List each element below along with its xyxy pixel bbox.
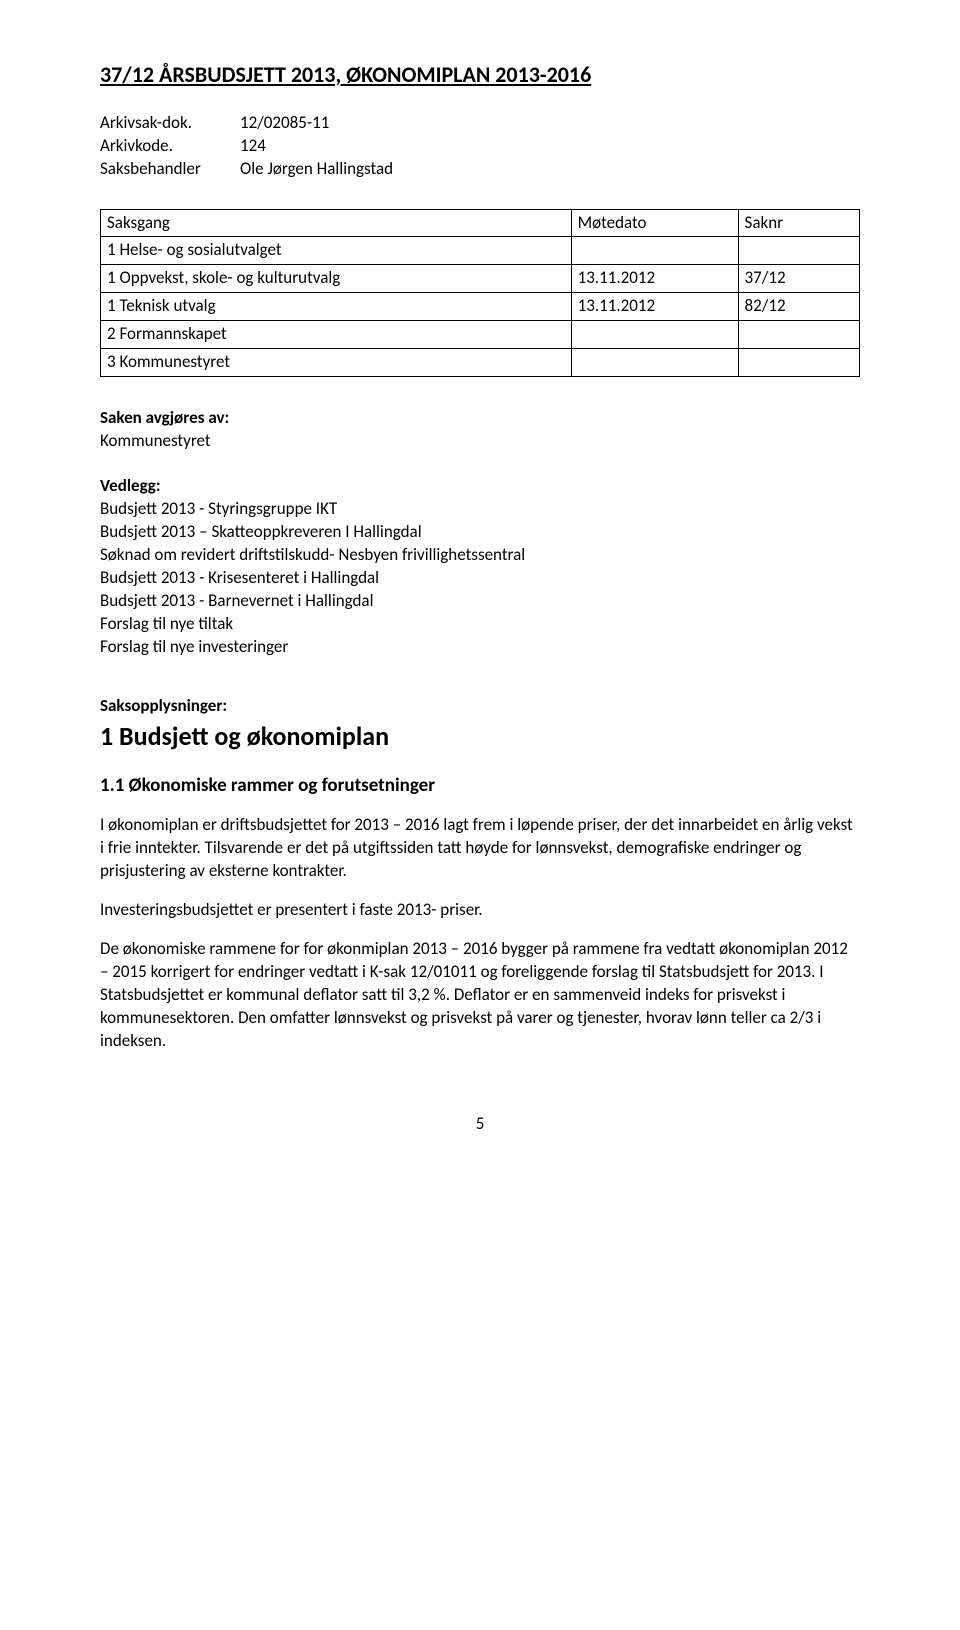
vedlegg-heading: Vedlegg: [100, 475, 860, 498]
table-row: 1 Helse- og sosialutvalget [101, 237, 860, 265]
table-cell [738, 321, 859, 349]
vedlegg-block: Vedlegg: Budsjett 2013 - Styringsgruppe … [100, 475, 860, 659]
paragraph: I økonomiplan er driftsbudsjettet for 20… [100, 814, 860, 883]
table-cell: 1 Helse- og sosialutvalget [101, 237, 572, 265]
table-cell [738, 349, 859, 377]
arkivkode-line: Arkivkode. 124 [100, 135, 860, 158]
vedlegg-item: Søknad om revidert driftstilskudd- Nesby… [100, 544, 860, 567]
page-number: 5 [100, 1113, 860, 1136]
vedlegg-list: Budsjett 2013 - Styringsgruppe IKTBudsje… [100, 498, 860, 659]
table-cell [738, 237, 859, 265]
saksbehandler-label: Saksbehandler [100, 158, 240, 181]
table-cell: 3 Kommunestyret [101, 349, 572, 377]
table-header-row: Saksgang Møtedato Saknr [101, 209, 860, 237]
vedlegg-item: Forslag til nye tiltak [100, 613, 860, 636]
table-cell: 13.11.2012 [571, 265, 738, 293]
table-cell: 82/12 [738, 293, 859, 321]
table-row: 2 Formannskapet [101, 321, 860, 349]
vedlegg-item: Budsjett 2013 - Styringsgruppe IKT [100, 498, 860, 521]
meta-block: Arkivsak-dok. 12/02085-11 Arkivkode. 124… [100, 112, 860, 181]
saksopplysninger-label: Saksopplysninger: [100, 695, 860, 718]
vedlegg-item: Budsjett 2013 - Barnevernet i Hallingdal [100, 590, 860, 613]
th-saksgang: Saksgang [101, 209, 572, 237]
vedlegg-item: Budsjett 2013 - Krisesenteret i Hallingd… [100, 567, 860, 590]
table-row: 1 Oppvekst, skole- og kulturutvalg13.11.… [101, 265, 860, 293]
table-cell: 1 Teknisk utvalg [101, 293, 572, 321]
table-row: 3 Kommunestyret [101, 349, 860, 377]
arkivsak-value: 12/02085-11 [240, 112, 860, 135]
saken-block: Saken avgjøres av: Kommunestyret [100, 407, 860, 453]
table-cell: 37/12 [738, 265, 859, 293]
arkivkode-label: Arkivkode. [100, 135, 240, 158]
table-cell [571, 237, 738, 265]
budsjett-heading: 1 Budsjett og økonomiplan [100, 719, 860, 754]
table-cell: 1 Oppvekst, skole- og kulturutvalg [101, 265, 572, 293]
paragraph: Investeringsbudsjettet er presentert i f… [100, 899, 860, 922]
vedlegg-item: Forslag til nye investeringer [100, 636, 860, 659]
saksopplysninger-block: Saksopplysninger: 1 Budsjett og økonomip… [100, 695, 860, 1053]
arkivkode-value: 124 [240, 135, 860, 158]
th-saknr: Saknr [738, 209, 859, 237]
table-body: 1 Helse- og sosialutvalget1 Oppvekst, sk… [101, 237, 860, 377]
page-title: 37/12 ÅRSBUDSJETT 2013, ØKONOMIPLAN 2013… [100, 60, 860, 90]
arkivsak-label: Arkivsak-dok. [100, 112, 240, 135]
paragraph: De økonomiske rammene for for økonmiplan… [100, 938, 860, 1053]
saksbehandler-value: Ole Jørgen Hallingstad [240, 158, 860, 181]
saken-heading: Saken avgjøres av: [100, 407, 860, 430]
th-motedato: Møtedato [571, 209, 738, 237]
saken-body: Kommunestyret [100, 430, 860, 453]
saksgang-table: Saksgang Møtedato Saknr 1 Helse- og sosi… [100, 209, 860, 378]
okonomiske-heading: 1.1 Økonomiske rammer og forutsetninger [100, 773, 860, 799]
table-row: 1 Teknisk utvalg13.11.201282/12 [101, 293, 860, 321]
saksbehandler-line: Saksbehandler Ole Jørgen Hallingstad [100, 158, 860, 181]
vedlegg-item: Budsjett 2013 – Skatteoppkreveren I Hall… [100, 521, 860, 544]
table-cell: 13.11.2012 [571, 293, 738, 321]
table-cell [571, 349, 738, 377]
table-cell [571, 321, 738, 349]
paragraphs-container: I økonomiplan er driftsbudsjettet for 20… [100, 814, 860, 1052]
arkivsak-line: Arkivsak-dok. 12/02085-11 [100, 112, 860, 135]
table-cell: 2 Formannskapet [101, 321, 572, 349]
